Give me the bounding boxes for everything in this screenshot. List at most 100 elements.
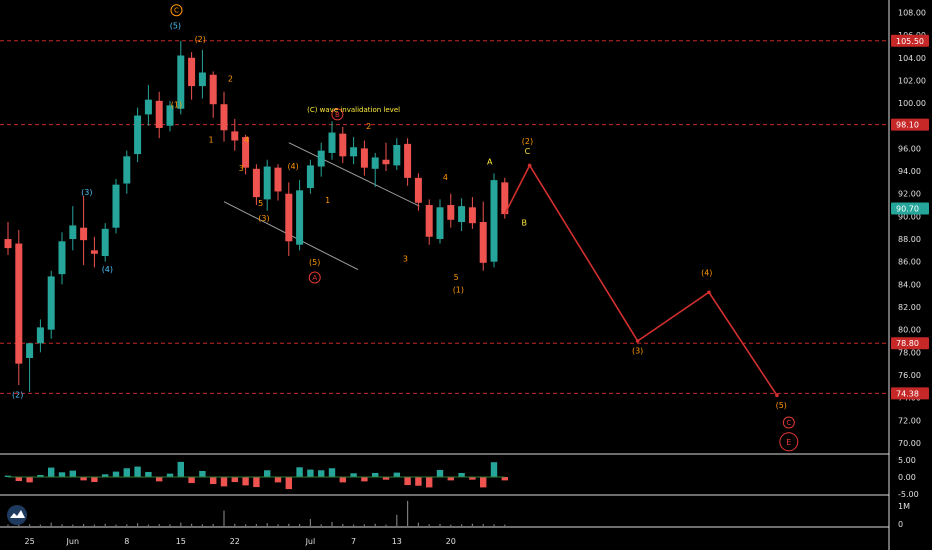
candle bbox=[371, 152, 379, 187]
oscillator-bar bbox=[458, 472, 465, 477]
svg-text:C: C bbox=[174, 7, 179, 15]
time-tick-label: 25 bbox=[25, 537, 35, 546]
price-tick-label: 102.00 bbox=[898, 76, 926, 85]
circled-wave-label: C bbox=[170, 4, 183, 17]
candle bbox=[123, 150, 131, 194]
price-level-tag: 105.50 bbox=[891, 34, 929, 47]
price-tick-label: 96.00 bbox=[898, 144, 921, 153]
candle bbox=[198, 49, 206, 99]
wave-label: 1 bbox=[325, 196, 330, 205]
oscillator-bar bbox=[307, 469, 314, 477]
oscillator-bar bbox=[426, 477, 433, 488]
oscillator-bar bbox=[285, 477, 292, 490]
price-tick-label: 88.00 bbox=[898, 235, 921, 244]
svg-text:A: A bbox=[312, 274, 317, 282]
wave-label: (1) bbox=[171, 101, 182, 110]
price-tick-label: 78.00 bbox=[898, 348, 921, 357]
oscillator-bar bbox=[436, 469, 444, 477]
oscillator-bar bbox=[501, 477, 508, 481]
candle bbox=[404, 138, 412, 186]
wave-label: (2) bbox=[522, 137, 533, 146]
wave-label: (3) bbox=[258, 214, 269, 223]
tradingview-logo-icon[interactable] bbox=[7, 505, 27, 525]
wave-label: 4 bbox=[443, 173, 448, 182]
projection-point bbox=[775, 393, 779, 398]
svg-text:78.80: 78.80 bbox=[896, 339, 919, 348]
oscillator-bar bbox=[469, 477, 476, 480]
candle bbox=[58, 232, 66, 285]
candle bbox=[80, 195, 88, 266]
candle bbox=[166, 100, 174, 132]
time-tick-label: Jul bbox=[305, 537, 316, 546]
oscillator-bar bbox=[447, 477, 454, 481]
oscillator-bar bbox=[48, 467, 55, 477]
current-price-tag: 90.70 bbox=[891, 202, 929, 215]
price-tick-label: 108.00 bbox=[898, 8, 926, 17]
price-tick-label: 84.00 bbox=[898, 280, 921, 289]
oscillator-bar bbox=[372, 472, 379, 477]
price-tick-label: 94.00 bbox=[898, 167, 921, 176]
wave-label: (2) bbox=[195, 35, 206, 44]
wave-label: (1) bbox=[453, 285, 464, 294]
price-tick-label: 92.00 bbox=[898, 190, 921, 199]
candle bbox=[134, 107, 142, 162]
wave-label: 3 bbox=[403, 255, 408, 264]
candle bbox=[328, 121, 336, 160]
svg-text:B: B bbox=[335, 111, 340, 119]
candle bbox=[296, 180, 304, 251]
oscillator-bar bbox=[415, 477, 422, 486]
oscillator-tick-label: 5.00 bbox=[898, 456, 916, 465]
oscillator-bar bbox=[393, 472, 400, 477]
candle bbox=[393, 138, 401, 170]
time-tick-label: 22 bbox=[230, 537, 240, 546]
wave-label: (4) bbox=[701, 268, 712, 277]
wave-label: (2) bbox=[12, 391, 23, 400]
candle bbox=[306, 159, 314, 194]
time-tick-label: 13 bbox=[392, 537, 402, 546]
candle bbox=[350, 137, 358, 165]
channel-line bbox=[288, 142, 420, 207]
price-tick-label: 80.00 bbox=[898, 326, 921, 335]
time-tick-label: Jun bbox=[66, 537, 80, 546]
wave-label: 2 bbox=[366, 122, 371, 131]
oscillator-bar bbox=[210, 477, 217, 485]
candle bbox=[220, 91, 228, 142]
oscillator-bar bbox=[404, 477, 411, 486]
oscillator-bar bbox=[112, 471, 120, 477]
wave-label: 2 bbox=[228, 75, 233, 84]
wave-label: 3 bbox=[239, 164, 244, 173]
candle bbox=[112, 178, 120, 234]
candle bbox=[436, 199, 444, 244]
svg-text:C: C bbox=[786, 419, 791, 427]
candle bbox=[69, 206, 77, 251]
oscillator-bar bbox=[4, 475, 12, 477]
oscillator-bar bbox=[166, 473, 174, 477]
svg-text:E: E bbox=[786, 438, 791, 447]
invalidation-annotation: (C) wave invalidation level bbox=[307, 106, 400, 114]
oscillator-bar bbox=[58, 472, 66, 477]
oscillator-bar bbox=[490, 462, 498, 477]
candle bbox=[468, 197, 476, 229]
price-level-tag: 98.10 bbox=[891, 118, 929, 131]
candle bbox=[177, 40, 185, 115]
oscillator-bar bbox=[123, 468, 130, 477]
projection-path bbox=[504, 163, 778, 396]
wave-label: (5) bbox=[776, 401, 787, 410]
circled-wave-label: A bbox=[308, 271, 321, 284]
candle bbox=[285, 182, 293, 257]
oscillator-bar bbox=[328, 468, 336, 477]
wave-label: (5) bbox=[170, 21, 181, 30]
price-tick-label: 76.00 bbox=[898, 371, 921, 380]
price-tick-label: 90.00 bbox=[898, 212, 921, 221]
candle bbox=[101, 223, 109, 262]
oscillator-bar bbox=[220, 477, 228, 487]
price-level-tag: 78.80 bbox=[891, 337, 929, 350]
candle bbox=[414, 173, 422, 211]
price-tick-label: 82.00 bbox=[898, 303, 921, 312]
oscillator-bar bbox=[69, 470, 76, 477]
svg-text:90.70: 90.70 bbox=[896, 204, 919, 213]
candle bbox=[242, 134, 250, 175]
candle bbox=[26, 343, 34, 392]
oscillator-bar bbox=[26, 477, 33, 483]
candle bbox=[144, 84, 152, 126]
